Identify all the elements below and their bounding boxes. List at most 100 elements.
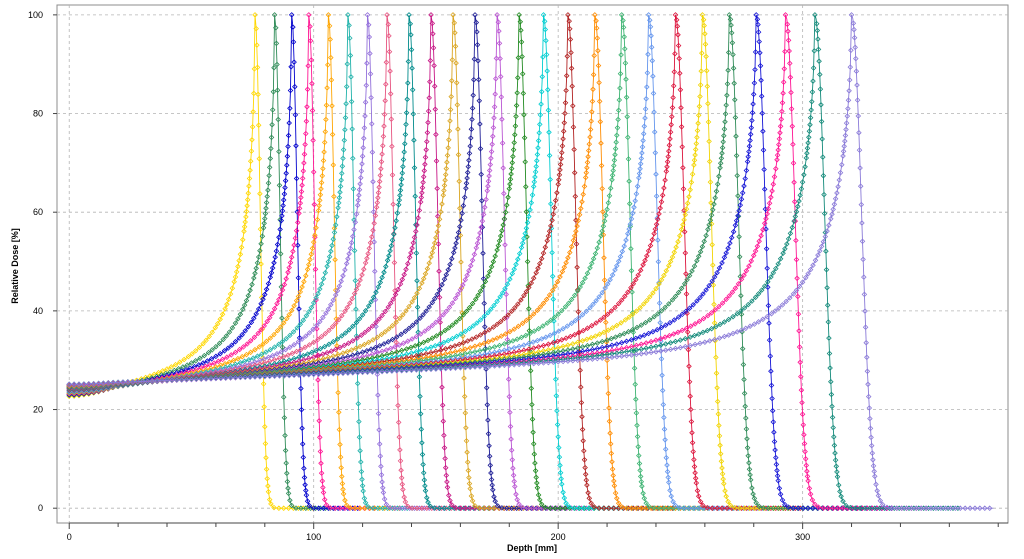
dose-curve-point bbox=[324, 85, 330, 91]
dose-curve-point bbox=[262, 215, 268, 222]
dose-curve-point bbox=[855, 113, 862, 119]
dose-curve-point bbox=[797, 359, 803, 366]
dose-curve-point bbox=[977, 505, 983, 511]
dose-curve-point bbox=[335, 370, 341, 377]
dose-curve-point bbox=[707, 217, 714, 223]
dose-curve-point bbox=[343, 100, 349, 107]
dose-curve-point bbox=[496, 238, 503, 244]
dose-curve-point bbox=[692, 146, 699, 153]
dose-curve-point bbox=[663, 168, 670, 175]
dose-curve-point bbox=[393, 218, 399, 224]
dose-curve-point bbox=[369, 367, 376, 374]
dose-curve-point bbox=[280, 505, 287, 511]
dose-curve-point bbox=[436, 287, 443, 293]
dose-curve-point bbox=[595, 47, 601, 54]
dose-curve-point bbox=[442, 455, 448, 462]
dose-curve-point bbox=[540, 12, 547, 18]
dose-curve-point bbox=[694, 134, 700, 141]
dose-curve-point bbox=[574, 339, 581, 346]
dose-curve-point bbox=[408, 32, 414, 38]
dose-curve-point bbox=[286, 120, 292, 126]
dose-curve-point bbox=[596, 331, 603, 337]
dose-curve-point bbox=[700, 16, 707, 23]
dose-curve-point bbox=[81, 381, 87, 387]
dose-curve-point bbox=[283, 170, 289, 177]
dose-curve-point bbox=[613, 139, 619, 145]
dose-curve-point bbox=[717, 165, 723, 171]
dose-curve-point bbox=[323, 102, 330, 108]
dose-curve-point bbox=[462, 363, 469, 370]
dose-curve-point bbox=[425, 337, 431, 344]
dose-curve-point bbox=[402, 499, 409, 505]
dose-curve-point bbox=[578, 384, 584, 390]
dose-curve-point bbox=[766, 337, 773, 343]
dose-curve-point bbox=[442, 327, 448, 334]
dose-curve-point bbox=[356, 316, 363, 322]
dose-curve-point bbox=[293, 297, 300, 304]
dose-curve-point bbox=[826, 335, 832, 341]
dose-curve-point bbox=[526, 284, 532, 291]
dose-curve-point bbox=[325, 354, 332, 361]
dose-curve-point bbox=[709, 241, 715, 248]
dose-curve-point bbox=[203, 337, 209, 344]
dose-curve-point bbox=[200, 340, 206, 347]
dose-curve-point bbox=[473, 245, 480, 251]
dose-curve-point bbox=[312, 266, 319, 272]
dose-curve-point bbox=[433, 365, 439, 371]
dose-curve-point bbox=[301, 151, 308, 157]
dose-curve-point bbox=[390, 201, 396, 208]
dose-curve-point bbox=[791, 218, 797, 224]
dose-curve-point bbox=[380, 485, 386, 491]
dose-curve-point bbox=[923, 505, 929, 511]
dose-curve-point bbox=[280, 202, 286, 209]
dose-curve-point bbox=[438, 352, 444, 358]
dose-curve-point bbox=[488, 306, 494, 312]
dose-curve-point bbox=[618, 345, 625, 352]
dose-curve-point bbox=[280, 320, 287, 326]
dose-curve-point bbox=[686, 305, 693, 311]
dose-curve-point bbox=[661, 426, 668, 432]
dose-curve-point bbox=[986, 505, 993, 511]
dose-curve-point bbox=[434, 291, 440, 298]
dose-curve-point bbox=[392, 291, 399, 298]
dose-curve-point bbox=[703, 53, 709, 60]
dose-curve-point bbox=[513, 491, 519, 498]
dose-curve-point bbox=[791, 179, 797, 186]
dose-curve-point bbox=[411, 137, 417, 143]
dose-curve-point bbox=[898, 505, 905, 511]
dose-curve-point bbox=[314, 326, 320, 332]
dose-curve-point bbox=[609, 272, 616, 278]
dose-curve-point bbox=[257, 190, 263, 197]
dose-curve-point bbox=[389, 354, 395, 361]
dose-curve-point bbox=[339, 480, 346, 487]
dose-curve-point bbox=[540, 342, 547, 349]
dose-curve-point bbox=[519, 71, 526, 77]
dose-curve-point bbox=[730, 65, 737, 71]
dose-curve-point bbox=[340, 491, 347, 497]
dose-curve-point bbox=[396, 342, 403, 348]
dose-curve-point bbox=[571, 169, 578, 176]
dose-curve-point bbox=[585, 490, 591, 496]
dose-curve-point bbox=[440, 418, 447, 424]
dose-curve-point bbox=[447, 365, 454, 372]
dose-curve-point bbox=[438, 365, 444, 371]
dose-curve-point bbox=[804, 468, 810, 474]
dose-curve-point bbox=[619, 248, 626, 255]
dose-curve-point bbox=[661, 505, 667, 511]
dose-curve-point bbox=[694, 298, 700, 304]
dose-curve-point bbox=[610, 167, 616, 174]
dose-curve-point bbox=[750, 252, 757, 259]
dose-curve-point bbox=[562, 110, 568, 117]
dose-curve-point bbox=[431, 505, 438, 511]
dose-curve-point bbox=[658, 342, 664, 348]
dose-curve-point bbox=[703, 67, 710, 74]
dose-curve-point bbox=[870, 457, 876, 463]
dose-curve-point bbox=[717, 451, 724, 457]
dose-curve-point bbox=[717, 321, 723, 328]
dose-curve-point bbox=[534, 307, 541, 314]
dose-curve-point bbox=[359, 368, 366, 375]
dose-curve-point bbox=[180, 364, 186, 370]
dose-curve-point bbox=[760, 226, 766, 233]
dose-curve-point bbox=[684, 329, 691, 335]
dose-curve-point bbox=[645, 248, 652, 254]
